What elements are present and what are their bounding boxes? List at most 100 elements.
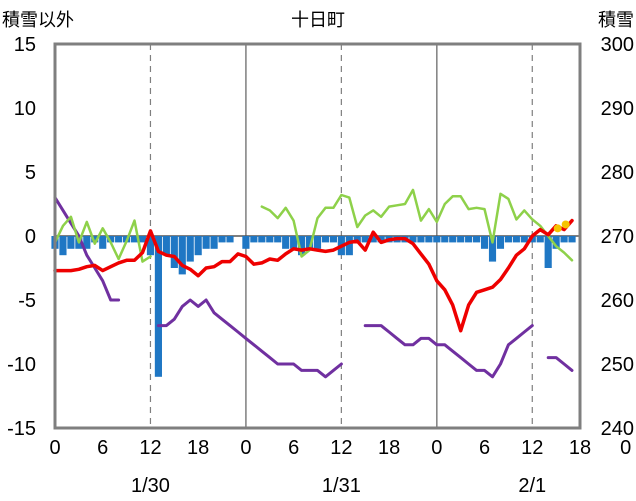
y-right-tick-label: 290	[601, 98, 634, 120]
precipitation-bar	[130, 236, 139, 243]
precipitation-bar	[258, 236, 266, 243]
precipitation-bar	[282, 236, 290, 249]
y-right-tick-label: 250	[601, 354, 634, 376]
precipitation-bar	[552, 236, 560, 249]
precipitation-bar	[226, 236, 234, 243]
precipitation-bar	[67, 236, 75, 249]
precipitation-bar	[218, 236, 226, 243]
precipitation-bar	[305, 236, 314, 249]
x-tick-label: 6	[288, 437, 299, 459]
precipitation-bar	[99, 236, 107, 249]
x-tick-label: 0	[240, 437, 251, 459]
precipitation-bar	[560, 236, 568, 243]
precipitation-bar	[417, 236, 425, 243]
precipitation-bar	[154, 236, 162, 377]
temperature-line	[53, 218, 574, 333]
precipitation-bar	[465, 236, 473, 243]
precipitation-bar	[115, 236, 123, 243]
y-left-tick-label: 0	[25, 226, 36, 248]
precipitation-bar	[313, 236, 322, 249]
precipitation-bar	[138, 236, 147, 243]
snow-depth-line	[156, 298, 343, 379]
plot-frame	[53, 42, 582, 430]
precipitation-bar	[170, 236, 178, 268]
precipitation-bar	[473, 236, 481, 243]
precipitation-bar	[369, 236, 377, 243]
x-tick-label: 18	[569, 437, 591, 459]
y-right-tick-label: 270	[601, 226, 634, 248]
precipitation-bar	[425, 236, 433, 243]
x-tick-label: 12	[521, 437, 543, 459]
precipitation-bar	[250, 236, 258, 243]
precipitation-bar	[59, 236, 67, 256]
precipitation-bar	[178, 236, 186, 275]
precipitation-bar	[329, 236, 337, 243]
date-label: 1/31	[322, 475, 361, 497]
precipitation-bar	[242, 236, 250, 249]
y-right-tick-label: 260	[601, 290, 634, 312]
right-axis-label: 積雪	[598, 10, 634, 31]
x-tick-label: 12	[330, 437, 352, 459]
x-tick-label: 18	[187, 437, 209, 459]
precipitation-bar	[480, 236, 489, 249]
x-tick-label: 12	[139, 437, 161, 459]
precipitation-bar	[441, 236, 449, 243]
x-tick-label: 0	[49, 437, 60, 459]
x-tick-label: 18	[378, 437, 400, 459]
x-tick-label: 0	[620, 437, 631, 459]
y-right-tick-label: 240	[601, 418, 634, 440]
precipitation-bar	[194, 236, 202, 256]
precipitation-bar	[449, 236, 457, 243]
highlight-marker	[561, 220, 570, 229]
precipitation-bar	[361, 236, 369, 243]
y-left-tick-label: 10	[14, 98, 36, 120]
y-left-tick-label: -15	[7, 418, 36, 440]
snow-depth-line	[546, 356, 574, 372]
precipitation-bar	[568, 236, 576, 243]
precipitation-bar	[504, 236, 512, 243]
precipitation-bar	[512, 236, 520, 243]
y-right-tick-label: 300	[601, 34, 634, 56]
x-tick-label: 6	[479, 437, 490, 459]
precipitation-bar	[377, 236, 385, 243]
precipitation-bar	[186, 236, 194, 262]
x-tick-label: 6	[97, 437, 108, 459]
y-left-tick-label: 5	[25, 162, 36, 184]
y-left-tick-label: 15	[14, 34, 36, 56]
precipitation-bar	[290, 236, 298, 249]
precipitation-bar	[83, 236, 91, 249]
series-lines	[53, 188, 574, 379]
precipitation-bar	[107, 236, 115, 243]
y-right-tick-label: 280	[601, 162, 634, 184]
precipitation-bar	[91, 236, 99, 243]
precipitation-bar	[321, 236, 330, 243]
precipitation-bar	[457, 236, 465, 243]
snow-depth-line	[53, 196, 121, 302]
precipitation-bar	[496, 236, 505, 249]
y-left-tick-label: -10	[7, 354, 36, 376]
x-tick-label: 0	[431, 437, 442, 459]
green-series-line	[53, 215, 152, 263]
precipitation-bar	[488, 236, 497, 262]
precipitation-bar	[520, 236, 528, 243]
precipitation-bars	[51, 236, 576, 377]
precipitation-bar	[345, 236, 353, 256]
chart-title: 十日町	[291, 10, 345, 31]
axis-labels: 積雪以外 十日町 積雪	[2, 10, 634, 31]
precipitation-bar	[409, 236, 417, 243]
y-left-tick-label: -5	[18, 290, 36, 312]
precipitation-bar	[433, 236, 441, 243]
frame-border	[53, 42, 582, 430]
left-axis-label: 積雪以外	[2, 10, 74, 31]
date-label: 2/1	[518, 475, 546, 497]
precipitation-bar	[210, 236, 218, 249]
precipitation-bar	[544, 236, 552, 268]
precipitation-bar	[146, 236, 155, 256]
green-series-line	[260, 188, 574, 262]
precipitation-bar	[274, 236, 282, 243]
highlight-marker	[553, 224, 562, 233]
precipitation-bar	[536, 236, 544, 243]
